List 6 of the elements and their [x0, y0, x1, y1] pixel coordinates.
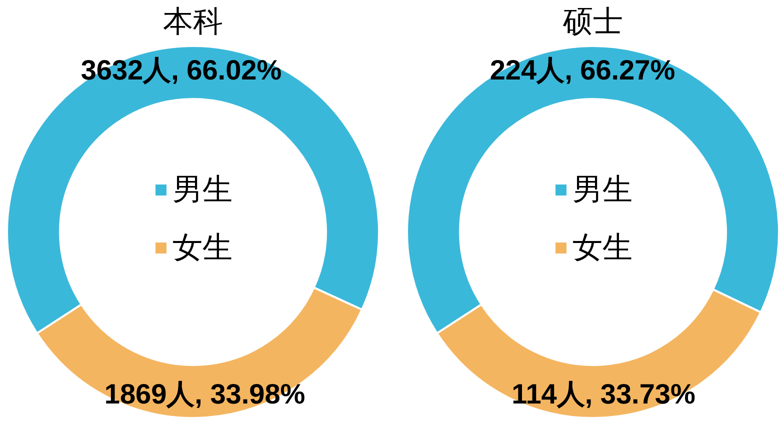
- legend-label: 男生: [172, 174, 232, 206]
- legend-label: 女生: [172, 232, 232, 264]
- legend-label: 男生: [572, 174, 632, 206]
- chart-title: 硕士: [562, 6, 623, 38]
- legend-label: 女生: [572, 232, 632, 264]
- chart-title: 本科: [163, 6, 223, 38]
